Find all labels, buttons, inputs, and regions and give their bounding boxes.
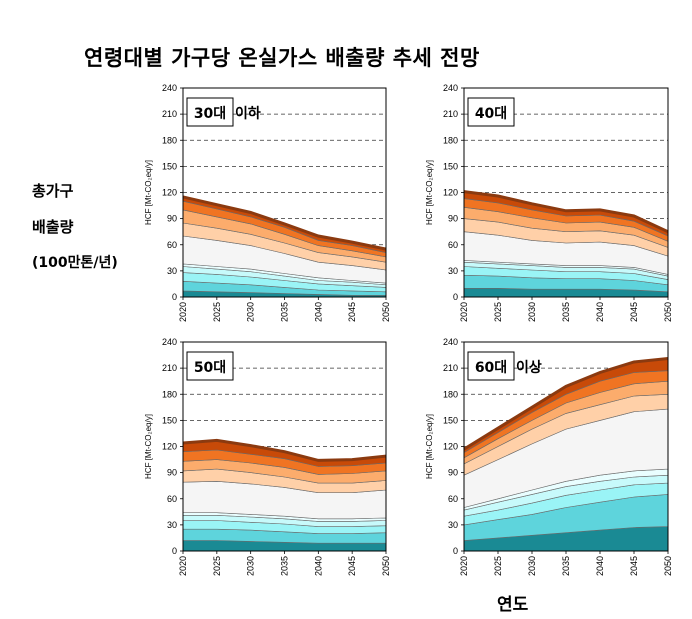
x-tick-label: 2050 — [663, 556, 673, 576]
side-label-emissions: 배출량 — [32, 218, 74, 236]
x-tick-label: 2020 — [178, 556, 188, 576]
y-tick-label: 0 — [172, 292, 177, 302]
chart-panel-1: 0 30 60 90 120 150 180 210 240 2020 2025 2030 2035 20… — [144, 83, 391, 322]
x-tick-label: 2030 — [246, 556, 256, 576]
y-axis-label: HCF [Mt-CO₂eq/y] — [425, 414, 434, 479]
x-tick-label: 2040 — [595, 302, 605, 322]
y-tick-label: 90 — [167, 214, 177, 224]
y-tick-label: 240 — [162, 83, 177, 93]
x-tick-label: 2045 — [347, 556, 357, 576]
x-tick-label: 2030 — [527, 302, 537, 322]
y-tick-label: 30 — [448, 520, 458, 530]
y-tick-label: 210 — [162, 363, 177, 373]
panel-title-suffix: 이상 — [516, 359, 542, 376]
x-tick-label: 2030 — [246, 302, 256, 322]
y-tick-label: 60 — [448, 494, 458, 504]
chart-panel-4: 0 30 60 90 120 150 180 210 240 2020 2025 2030 2035 20… — [425, 337, 673, 576]
x-tick-label: 2025 — [493, 556, 503, 576]
y-tick-label: 60 — [448, 240, 458, 250]
y-tick-label: 90 — [448, 468, 458, 478]
y-axis-label: HCF [Mt-CO₂eq/y] — [144, 160, 153, 225]
panel-title-suffix: 이하 — [235, 105, 261, 122]
x-tick-label: 2035 — [561, 556, 571, 576]
chart-main-title: 연령대별 가구당 온실가스 배출량 추세 전망 — [84, 46, 480, 70]
chart-panel-2: 0 30 60 90 120 150 180 210 240 2020 2025 2030 2035 20… — [425, 83, 673, 322]
area-top-edge — [463, 357, 669, 451]
y-tick-label: 90 — [448, 214, 458, 224]
y-axis-label: HCF [Mt-CO₂eq/y] — [144, 414, 153, 479]
chart-panel-3: 0 30 60 90 120 150 180 210 240 2020 2025 2030 2035 20… — [144, 337, 391, 576]
x-tick-label: 2030 — [527, 556, 537, 576]
y-tick-label: 150 — [162, 161, 177, 171]
panel-title-age: 50대 — [194, 360, 226, 376]
x-axis-title: 연도 — [497, 595, 529, 615]
panel-title-age: 60대 — [475, 360, 507, 376]
y-tick-label: 150 — [443, 415, 458, 425]
y-tick-label: 180 — [162, 389, 177, 399]
y-tick-label: 180 — [443, 389, 458, 399]
panel-title-box — [467, 97, 515, 127]
y-tick-label: 120 — [443, 188, 458, 198]
x-tick-label: 2040 — [313, 302, 323, 322]
y-tick-label: 60 — [167, 240, 177, 250]
y-tick-label: 120 — [162, 188, 177, 198]
y-tick-label: 120 — [443, 442, 458, 452]
y-tick-label: 30 — [167, 520, 177, 530]
side-label-unit: (100만톤/년) — [32, 255, 118, 271]
y-tick-label: 0 — [453, 546, 458, 556]
y-tick-label: 30 — [448, 266, 458, 276]
x-tick-label: 2045 — [629, 302, 639, 322]
panel-title-box — [186, 97, 234, 127]
x-tick-label: 2025 — [212, 556, 222, 576]
y-tick-label: 150 — [443, 161, 458, 171]
x-tick-label: 2025 — [493, 302, 503, 322]
y-axis-label: HCF [Mt-CO₂eq/y] — [425, 160, 434, 225]
y-tick-label: 60 — [167, 494, 177, 504]
y-tick-label: 0 — [453, 292, 458, 302]
x-tick-label: 2025 — [212, 302, 222, 322]
side-label-total-households: 총가구 — [32, 182, 74, 200]
x-tick-label: 2040 — [595, 556, 605, 576]
x-tick-label: 2050 — [663, 302, 673, 322]
area-top-edge — [182, 438, 387, 462]
panel-title-box — [186, 351, 234, 381]
y-tick-label: 210 — [162, 109, 177, 119]
x-tick-label: 2020 — [459, 556, 469, 576]
x-tick-label: 2035 — [280, 556, 290, 576]
panel-title-age: 40대 — [475, 106, 507, 122]
x-tick-label: 2050 — [381, 556, 391, 576]
y-tick-label: 150 — [162, 415, 177, 425]
y-tick-label: 180 — [443, 135, 458, 145]
x-tick-label: 2050 — [381, 302, 391, 322]
panel-title-age: 30대 — [194, 106, 226, 122]
y-tick-label: 210 — [443, 363, 458, 373]
y-tick-label: 210 — [443, 109, 458, 119]
y-tick-label: 90 — [167, 468, 177, 478]
y-tick-label: 240 — [443, 337, 458, 347]
area-top-edge — [182, 195, 387, 251]
x-tick-label: 2035 — [280, 302, 290, 322]
y-tick-label: 180 — [162, 135, 177, 145]
y-tick-label: 120 — [162, 442, 177, 452]
x-tick-label: 2045 — [629, 556, 639, 576]
x-tick-label: 2020 — [178, 302, 188, 322]
y-tick-label: 30 — [167, 266, 177, 276]
area-top-edge — [463, 190, 669, 234]
x-tick-label: 2040 — [313, 556, 323, 576]
panel-title-box — [467, 351, 515, 381]
y-tick-label: 240 — [443, 83, 458, 93]
x-tick-label: 2035 — [561, 302, 571, 322]
x-tick-label: 2045 — [347, 302, 357, 322]
y-tick-label: 240 — [162, 337, 177, 347]
y-tick-label: 0 — [172, 546, 177, 556]
x-tick-label: 2020 — [459, 302, 469, 322]
